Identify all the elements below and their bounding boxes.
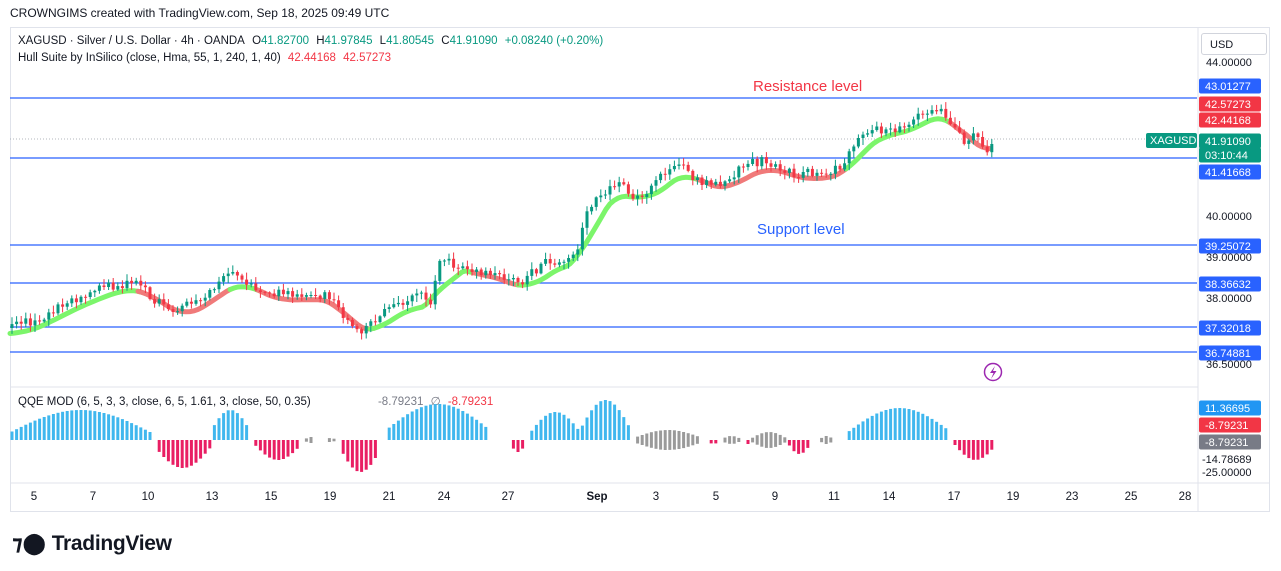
tradingview-logo-icon: ⁊⬤ (12, 532, 46, 555)
hull-legend[interactable]: Hull Suite by InSilico (close, Hma, 55, … (18, 52, 395, 64)
hull-value-1: 42.44168 (287, 52, 336, 64)
open-value: 41.82700 (261, 35, 309, 47)
currency-selector[interactable]: USD (1201, 33, 1267, 55)
hull-label[interactable]: Hull Suite by InSilico (close, Hma, 55, … (18, 52, 281, 64)
high-label: H (316, 35, 325, 47)
close-label: C (441, 35, 450, 47)
change-value: +0.08240 (+0.20%) (504, 35, 604, 47)
symbol-legend[interactable]: XAGUSD · Silver / U.S. Dollar · 4h · OAN… (18, 35, 607, 47)
attribution: CROWNGIMS created with TradingView.com, … (10, 6, 390, 20)
chart-frame[interactable] (10, 27, 1270, 512)
open-label: O (252, 35, 262, 47)
low-label: L (379, 35, 387, 47)
tradingview-logo[interactable]: ⁊⬤ TradingView (12, 531, 172, 556)
qqe-value-1: -8.79231 (377, 396, 424, 408)
low-value: 41.80545 (386, 35, 435, 47)
tradingview-logo-text: TradingView (51, 532, 172, 555)
qqe-empty-symbol: ∅ (430, 396, 441, 408)
close-value: 41.91090 (449, 35, 498, 47)
hull-value-2: 42.57273 (343, 52, 392, 64)
qqe-legend[interactable]: QQE MOD (6, 5, 3, 3, close, 6, 5, 1.61, … (18, 394, 497, 408)
qqe-value-2: -8.79231 (447, 396, 494, 408)
high-value: 41.97845 (324, 35, 373, 47)
symbol-title[interactable]: XAGUSD · Silver / U.S. Dollar · 4h · OAN… (18, 35, 245, 47)
qqe-label[interactable]: QQE MOD (6, 5, 3, 3, close, 6, 5, 1.61, … (18, 396, 311, 408)
